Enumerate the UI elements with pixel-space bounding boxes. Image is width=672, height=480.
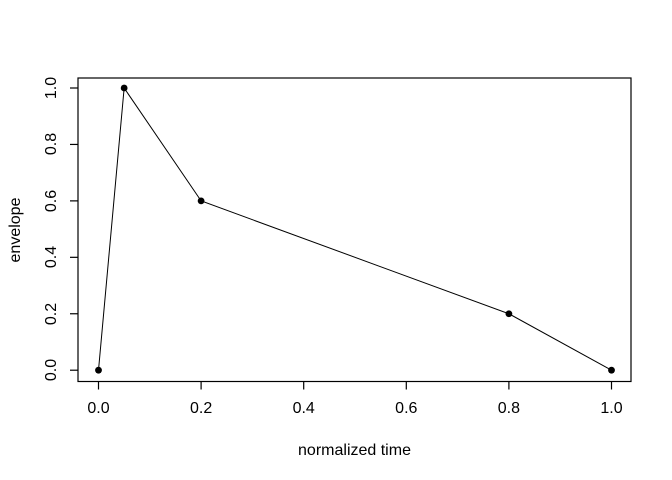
y-tick-label: 0.8 [43,133,60,156]
x-tick-label: 0.6 [395,400,418,417]
data-point [505,310,513,318]
y-tick-label: 1.0 [43,76,60,100]
x-tick-label: 0.8 [497,400,521,417]
y-tick-label: 0.2 [43,302,60,325]
y-tick-label: 0.0 [43,359,60,382]
y-tick-label: 0.4 [43,246,60,269]
y-axis-title: envelope [7,197,24,263]
y-tick-label: 0.6 [43,189,60,213]
data-point [95,366,102,374]
x-tick-label: 0.4 [292,400,315,417]
x-tick-label: 0.0 [87,400,110,417]
envelope-line [98,86,612,371]
data-point [197,197,205,205]
x-axis-title: normalized time [298,442,411,459]
x-tick-label: 1.0 [600,400,623,417]
data-point [608,366,615,374]
x-tick-label: 0.2 [189,400,213,417]
data-point [120,84,128,92]
